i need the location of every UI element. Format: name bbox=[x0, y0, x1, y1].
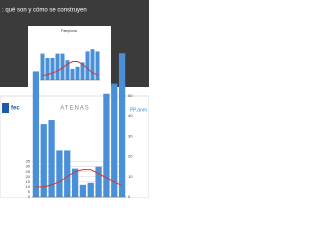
bar bbox=[71, 168, 79, 197]
y2-tick-label: 0 bbox=[128, 194, 131, 198]
bar bbox=[85, 51, 90, 80]
y-tick-label: 10 bbox=[26, 184, 31, 189]
bar bbox=[45, 58, 50, 80]
bar bbox=[90, 49, 95, 80]
bar bbox=[48, 120, 55, 197]
bar bbox=[60, 53, 65, 80]
logo: fec bbox=[11, 106, 20, 112]
chart-title: Pamplona bbox=[61, 29, 77, 33]
bar bbox=[79, 184, 87, 197]
y-tick-label: 5 bbox=[28, 189, 31, 194]
bar bbox=[80, 62, 85, 80]
bar bbox=[111, 83, 118, 197]
bar bbox=[55, 53, 60, 80]
bar bbox=[56, 150, 63, 197]
y-tick-label: 30 bbox=[26, 164, 31, 169]
bar bbox=[50, 58, 55, 80]
temperature-line bbox=[35, 169, 123, 188]
bar bbox=[70, 69, 75, 80]
slide-title: : qué son y cómo se construyen bbox=[2, 8, 87, 14]
y2-tick-label: 40 bbox=[128, 113, 133, 118]
y-tick-label: 25 bbox=[26, 169, 31, 174]
y2-tick-label: 60 bbox=[128, 73, 133, 78]
bar bbox=[64, 150, 71, 197]
y2-tick-label: 70 bbox=[128, 52, 133, 57]
bar bbox=[118, 53, 126, 197]
bar bbox=[103, 93, 110, 197]
y2-tick-label: 50 bbox=[128, 93, 133, 98]
chart-title: ATENAS bbox=[60, 106, 90, 112]
bar bbox=[32, 71, 40, 197]
bar bbox=[95, 166, 102, 197]
y2-tick-label: 20 bbox=[128, 154, 133, 159]
brand: PP.anm bbox=[130, 107, 147, 113]
y-tick-label: 15 bbox=[26, 179, 31, 184]
bar bbox=[40, 124, 47, 197]
y-tick-label: 20 bbox=[26, 174, 31, 179]
bar bbox=[65, 60, 70, 80]
bar bbox=[40, 53, 45, 80]
y2-tick-label: 30 bbox=[128, 133, 133, 138]
temperature-line bbox=[42, 61, 98, 77]
logo-mark bbox=[2, 103, 9, 113]
screenshot: : qué son y cómo se construyen Pamplona … bbox=[0, 0, 149, 198]
bar bbox=[75, 66, 80, 80]
bar bbox=[87, 182, 94, 197]
y-tick-label: 0 bbox=[28, 194, 31, 198]
y-tick-label: 35 bbox=[26, 159, 31, 164]
y2-tick-label: 10 bbox=[128, 174, 133, 179]
bar bbox=[95, 51, 100, 80]
